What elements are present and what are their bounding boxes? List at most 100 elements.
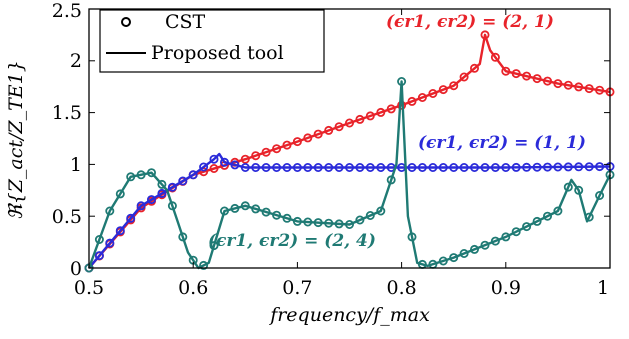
cst-marker xyxy=(240,162,250,172)
cst-marker xyxy=(261,162,271,172)
cst-marker xyxy=(344,219,354,229)
cst-marker xyxy=(344,162,354,172)
cst-marker xyxy=(355,114,365,124)
cst-marker xyxy=(584,84,594,94)
cst-marker xyxy=(303,133,313,143)
cst-marker xyxy=(272,162,282,172)
cst-marker xyxy=(219,206,229,216)
cst-marker xyxy=(532,216,542,226)
cst-marker xyxy=(553,162,563,172)
cst-marker xyxy=(230,160,240,170)
cst-marker xyxy=(282,140,292,150)
cst-marker xyxy=(188,170,198,180)
cst-marker xyxy=(313,129,323,139)
cst-marker xyxy=(490,162,500,172)
cst-marker xyxy=(438,85,448,95)
legend-box xyxy=(99,9,325,73)
y-tick-label: 0 xyxy=(70,258,82,280)
cst-marker xyxy=(167,182,177,192)
legend-label-cst: CST xyxy=(165,11,206,33)
cst-marker xyxy=(178,232,188,242)
cst-marker xyxy=(522,162,532,172)
cst-marker xyxy=(261,147,271,157)
series-1 xyxy=(84,152,615,273)
cst-marker xyxy=(532,162,542,172)
cst-marker xyxy=(459,162,469,172)
cst-marker xyxy=(324,125,334,135)
cst-marker xyxy=(480,240,490,250)
cst-marker xyxy=(199,260,209,270)
cst-marker xyxy=(324,162,334,172)
cst-marker xyxy=(292,216,302,226)
cst-marker xyxy=(563,182,573,192)
cst-marker xyxy=(313,218,323,228)
cst-marker xyxy=(574,162,584,172)
cst-marker xyxy=(386,175,396,185)
cst-marker xyxy=(449,162,459,172)
cst-marker xyxy=(584,212,594,222)
x-tick-label: 0.7 xyxy=(282,277,312,299)
cst-marker xyxy=(407,96,417,106)
cst-marker xyxy=(595,85,605,95)
cst-marker xyxy=(251,162,261,172)
cst-marker xyxy=(543,211,553,221)
cst-marker xyxy=(553,79,563,89)
cst-marker xyxy=(146,195,156,205)
cst-marker xyxy=(251,204,261,214)
cst-marker xyxy=(105,206,115,216)
cst-marker xyxy=(157,188,167,198)
annotation-series-2-4: (ϵr1, ϵr2) = (2, 4) xyxy=(208,231,376,251)
x-tick-label: 0.5 xyxy=(74,277,104,299)
cst-marker xyxy=(230,203,240,213)
cst-marker xyxy=(469,244,479,254)
cst-marker xyxy=(219,157,229,167)
cst-marker xyxy=(417,162,427,172)
cst-marker xyxy=(167,201,177,211)
cst-marker xyxy=(136,201,146,211)
cst-marker xyxy=(480,30,490,40)
cst-marker xyxy=(501,162,511,172)
cst-marker xyxy=(376,107,386,117)
cst-marker xyxy=(303,217,313,227)
cst-marker xyxy=(407,232,417,242)
annotation-series-1-1: (ϵr1, ϵr2) = (1, 1) xyxy=(418,133,586,153)
cst-marker xyxy=(272,144,282,154)
cst-marker xyxy=(365,111,375,121)
cst-marker xyxy=(157,179,167,189)
cst-marker xyxy=(595,190,605,200)
cst-marker xyxy=(209,163,219,173)
x-tick-label: 0.6 xyxy=(178,277,208,299)
cst-marker xyxy=(355,215,365,225)
cst-marker xyxy=(355,162,365,172)
cst-marker xyxy=(501,232,511,242)
legend: CST Proposed tool xyxy=(99,9,325,73)
cst-marker xyxy=(115,226,125,236)
cst-marker xyxy=(459,72,469,82)
cst-marker xyxy=(480,162,490,172)
plot-frame xyxy=(88,8,611,269)
cst-marker xyxy=(209,241,219,251)
cst-marker xyxy=(407,162,417,172)
legend-marker-circle xyxy=(121,17,131,27)
cst-marker xyxy=(251,151,261,161)
cst-marker xyxy=(469,63,479,73)
x-tick-label: 1 xyxy=(597,277,609,299)
cst-marker xyxy=(522,222,532,232)
series-2 xyxy=(84,77,615,273)
cst-marker xyxy=(272,210,282,220)
cst-marker xyxy=(501,66,511,76)
y-tick-label: 1.5 xyxy=(52,102,82,124)
cst-marker xyxy=(334,162,344,172)
cst-marker xyxy=(146,168,156,178)
y-tick-label: 2 xyxy=(70,50,82,72)
cst-marker xyxy=(115,189,125,199)
cst-marker xyxy=(199,162,209,172)
cst-marker xyxy=(397,77,407,87)
cst-marker xyxy=(563,80,573,90)
cst-marker xyxy=(344,118,354,128)
cst-marker xyxy=(313,162,323,172)
y-tick-label: 0.5 xyxy=(52,206,82,228)
cst-marker xyxy=(178,176,188,186)
cst-marker xyxy=(574,185,584,195)
cst-marker xyxy=(563,162,573,172)
